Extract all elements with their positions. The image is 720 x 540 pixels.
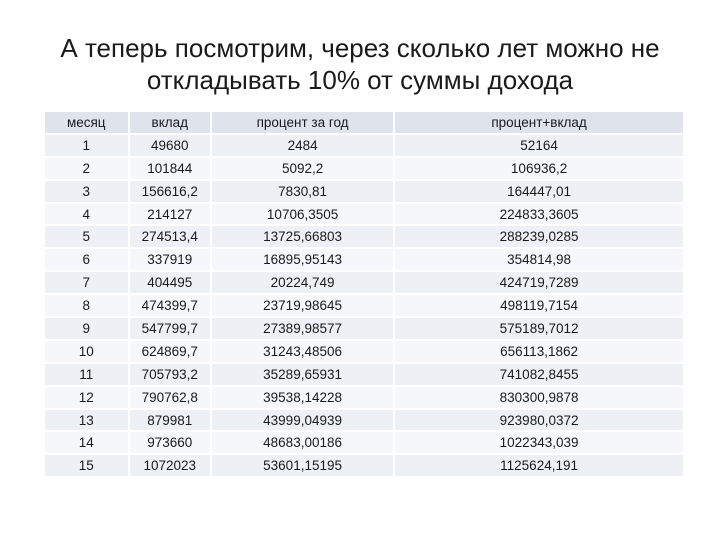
cell-total: 354814,98 — [395, 249, 683, 271]
cell-month: 9 — [45, 318, 128, 339]
table-row: 3 156616,2 7830,81 164447,01 — [45, 180, 683, 202]
cell-total: 741082,8455 — [395, 363, 683, 385]
table-body: 1 49680 2484 52164 2 101844 5092,2 106936,2 3 156… — [45, 134, 683, 477]
header-total: процент+вклад — [395, 112, 683, 133]
cell-month: 5 — [45, 226, 128, 248]
cell-interest: 53601,15195 — [212, 455, 394, 477]
cell-deposit: 790762,8 — [129, 386, 211, 408]
cell-interest: 10706,3505 — [212, 203, 394, 225]
table-row: 7 404495 20224,749 424719,7289 — [45, 272, 683, 294]
cell-month: 13 — [45, 409, 128, 431]
cell-deposit: 156616,2 — [129, 180, 211, 202]
table-row: 15 1072023 53601,15195 1125624,191 — [45, 455, 683, 477]
cell-interest: 23719,98645 — [212, 295, 394, 317]
table-row: 10 624869,7 31243,48506 656113,1862 — [45, 340, 683, 362]
cell-month: 7 — [45, 272, 128, 294]
header-deposit: вклад — [129, 112, 211, 133]
cell-deposit: 973660 — [129, 432, 211, 454]
cell-deposit: 474399,7 — [129, 295, 211, 317]
table-row: 5 274513,4 13725,66803 288239,0285 — [45, 226, 683, 248]
header-month: месяц — [45, 112, 128, 133]
cell-deposit: 274513,4 — [129, 226, 211, 248]
cell-interest: 27389,98577 — [212, 318, 394, 339]
cell-total: 424719,7289 — [395, 272, 683, 294]
cell-month: 12 — [45, 386, 128, 408]
cell-total: 923980,0372 — [395, 409, 683, 431]
cell-deposit: 547799,7 — [129, 318, 211, 339]
cell-interest: 13725,66803 — [212, 226, 394, 248]
table-row: 4 214127 10706,3505 224833,3605 — [45, 203, 683, 225]
cell-total: 164447,01 — [395, 180, 683, 202]
cell-interest: 43999,04939 — [212, 409, 394, 431]
cell-total: 288239,0285 — [395, 226, 683, 248]
cell-interest: 48683,00186 — [212, 432, 394, 454]
table-row: 8 474399,7 23719,98645 498119,7154 — [45, 295, 683, 317]
cell-month: 1 — [45, 134, 128, 156]
cell-interest: 7830,81 — [212, 180, 394, 202]
cell-month: 8 — [45, 295, 128, 317]
cell-deposit: 705793,2 — [129, 363, 211, 385]
cell-total: 52164 — [395, 134, 683, 156]
cell-interest: 20224,749 — [212, 272, 394, 294]
cell-interest: 2484 — [212, 134, 394, 156]
cell-total: 106936,2 — [395, 157, 683, 179]
title-line-2: откладывать 10% от суммы дохода — [146, 65, 574, 95]
title-line-1: А теперь посмотрим, через сколько лет мо… — [60, 33, 660, 63]
cell-interest: 39538,14228 — [212, 386, 394, 408]
cell-deposit: 49680 — [129, 134, 211, 156]
cell-interest: 5092,2 — [212, 157, 394, 179]
cell-month: 14 — [45, 432, 128, 454]
cell-total: 656113,1862 — [395, 340, 683, 362]
header-interest: процент за год — [212, 112, 394, 133]
cell-month: 10 — [45, 340, 128, 362]
cell-month: 4 — [45, 203, 128, 225]
cell-deposit: 337919 — [129, 249, 211, 271]
cell-month: 11 — [45, 363, 128, 385]
savings-table: месяц вклад процент за год процент+вклад… — [43, 110, 685, 478]
cell-total: 224833,3605 — [395, 203, 683, 225]
cell-deposit: 1072023 — [129, 455, 211, 477]
table-row: 6 337919 16895,95143 354814,98 — [45, 249, 683, 271]
slide-title: А теперь посмотрим, через сколько лет мо… — [40, 32, 680, 96]
table-header-row: месяц вклад процент за год процент+вклад — [45, 112, 683, 133]
cell-total: 498119,7154 — [395, 295, 683, 317]
table-row: 2 101844 5092,2 106936,2 — [45, 157, 683, 179]
cell-deposit: 214127 — [129, 203, 211, 225]
cell-deposit: 879981 — [129, 409, 211, 431]
cell-month: 3 — [45, 180, 128, 202]
cell-month: 2 — [45, 157, 128, 179]
cell-month: 15 — [45, 455, 128, 477]
cell-deposit: 404495 — [129, 272, 211, 294]
cell-deposit: 624869,7 — [129, 340, 211, 362]
table-row: 12 790762,8 39538,14228 830300,9878 — [45, 386, 683, 408]
table-row: 13 879981 43999,04939 923980,0372 — [45, 409, 683, 431]
savings-table-container: месяц вклад процент за год процент+вклад… — [43, 110, 685, 478]
cell-interest: 16895,95143 — [212, 249, 394, 271]
cell-month: 6 — [45, 249, 128, 271]
cell-total: 1125624,191 — [395, 455, 683, 477]
cell-deposit: 101844 — [129, 157, 211, 179]
cell-total: 830300,9878 — [395, 386, 683, 408]
cell-total: 1022343,039 — [395, 432, 683, 454]
cell-total: 575189,7012 — [395, 318, 683, 339]
table-row: 11 705793,2 35289,65931 741082,8455 — [45, 363, 683, 385]
cell-interest: 35289,65931 — [212, 363, 394, 385]
table-row: 1 49680 2484 52164 — [45, 134, 683, 156]
table-row: 9 547799,7 27389,98577 575189,7012 — [45, 318, 683, 339]
table-row: 14 973660 48683,00186 1022343,039 — [45, 432, 683, 454]
cell-interest: 31243,48506 — [212, 340, 394, 362]
